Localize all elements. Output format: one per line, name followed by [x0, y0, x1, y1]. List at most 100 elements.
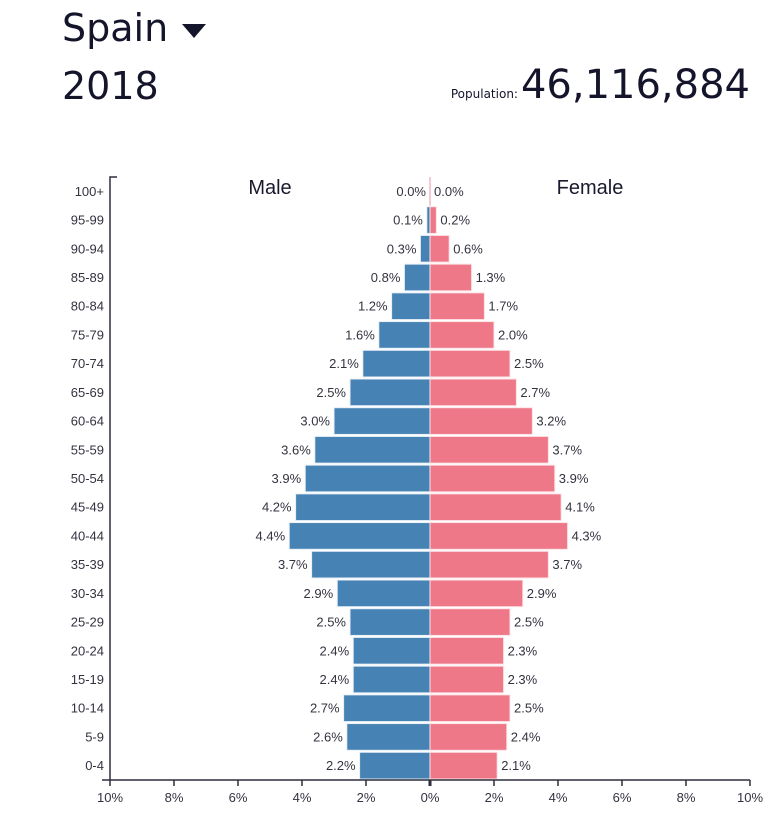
- age-group-label: 10-14: [71, 701, 104, 716]
- age-group-label: 30-34: [71, 586, 104, 601]
- female-bar-75-79: [429, 321, 495, 349]
- male-bar-10-14: [343, 694, 431, 723]
- female-value-label: 2.0%: [498, 327, 528, 342]
- female-value-label: 3.9%: [559, 471, 589, 486]
- female-value-label: 2.9%: [527, 586, 557, 601]
- population-label: Population:: [450, 87, 518, 101]
- female-value-label: 3.2%: [536, 414, 566, 429]
- male-value-label: 1.2%: [358, 299, 388, 314]
- age-group-label: 20-24: [71, 643, 104, 658]
- female-value-label: 2.4%: [511, 729, 541, 744]
- male-bar-80-84: [391, 292, 431, 321]
- age-group-label: 40-44: [71, 528, 104, 543]
- male-bar-65-69: [349, 378, 431, 407]
- female-value-label: 2.5%: [514, 701, 544, 716]
- population-value: 46,116,884: [520, 62, 750, 108]
- female-bar-95-99: [429, 206, 437, 234]
- male-bar-15-19: [352, 665, 431, 694]
- female-value-label: 1.3%: [476, 270, 506, 285]
- male-side-label: Male: [248, 177, 291, 199]
- female-value-label: 3.7%: [552, 557, 582, 572]
- male-value-label: 2.9%: [304, 586, 334, 601]
- age-group-label: 0-4: [85, 758, 104, 773]
- female-bar-10-14: [429, 694, 511, 723]
- male-value-label: 2.4%: [320, 643, 350, 658]
- female-bar-80-84: [429, 292, 485, 321]
- age-group-label: 35-39: [71, 557, 104, 572]
- male-value-label: 2.2%: [326, 758, 356, 773]
- female-value-label: 4.1%: [565, 500, 595, 515]
- x-tick-label: 8%: [165, 790, 184, 805]
- country-name: Spain: [62, 6, 169, 50]
- female-value-label: 2.3%: [508, 672, 538, 687]
- male-value-label: 4.2%: [262, 500, 292, 515]
- female-value-label: 2.5%: [514, 356, 544, 371]
- male-bar-35-39: [311, 550, 431, 579]
- female-bar-60-64: [429, 407, 533, 435]
- female-bar-15-19: [429, 665, 505, 694]
- female-value-label: 0.2%: [440, 213, 470, 228]
- x-tick-label: 4%: [293, 790, 312, 805]
- age-group-label: 50-54: [71, 471, 104, 486]
- male-bar-60-64: [333, 407, 431, 435]
- female-value-label: 0.0%: [434, 184, 464, 199]
- male-bar-75-79: [378, 321, 431, 349]
- age-group-label: 100+: [75, 184, 104, 199]
- age-group-label: 45-49: [71, 500, 104, 515]
- male-value-label: 2.5%: [316, 385, 346, 400]
- male-value-label: 1.6%: [345, 327, 375, 342]
- male-value-label: 2.7%: [310, 701, 340, 716]
- age-group-label: 75-79: [71, 327, 104, 342]
- female-value-label: 4.3%: [572, 528, 602, 543]
- age-group-label: 85-89: [71, 270, 104, 285]
- x-tick-label: 0%: [421, 790, 440, 805]
- male-value-label: 2.6%: [313, 729, 343, 744]
- male-bar-55-59: [314, 435, 431, 464]
- female-side-label: Female: [557, 177, 624, 199]
- male-value-label: 0.0%: [396, 184, 426, 199]
- male-bar-90-94: [419, 234, 431, 263]
- male-bar-25-29: [349, 608, 431, 636]
- female-bar-70-74: [429, 349, 511, 378]
- age-group-label: 95-99: [71, 213, 104, 228]
- female-value-label: 2.5%: [514, 615, 544, 630]
- x-tick-label: 4%: [549, 790, 568, 805]
- male-bar-0-4: [359, 751, 431, 780]
- male-value-label: 3.7%: [278, 557, 308, 572]
- female-value-label: 1.7%: [488, 299, 518, 314]
- x-tick-label: 2%: [357, 790, 376, 805]
- female-bar-40-44: [429, 522, 569, 550]
- age-group-label: 5-9: [85, 729, 104, 744]
- female-value-label: 3.7%: [552, 442, 582, 457]
- male-value-label: 0.3%: [387, 241, 417, 256]
- male-bar-30-34: [336, 579, 431, 608]
- female-bar-50-54: [429, 464, 556, 493]
- male-value-label: 3.9%: [272, 471, 302, 486]
- age-group-label: 80-84: [71, 299, 104, 314]
- male-value-label: 0.8%: [371, 270, 401, 285]
- female-bar-45-49: [429, 493, 562, 522]
- age-group-label: 90-94: [71, 241, 104, 256]
- female-bar-35-39: [429, 550, 549, 579]
- age-group-label: 55-59: [71, 442, 104, 457]
- male-value-label: 3.0%: [300, 414, 330, 429]
- female-bar-0-4: [429, 751, 498, 780]
- x-tick-label: 10%: [737, 790, 763, 805]
- male-value-label: 3.6%: [281, 442, 311, 457]
- male-bar-50-54: [304, 464, 431, 493]
- female-bar-30-34: [429, 579, 524, 608]
- male-bar-45-49: [295, 493, 431, 522]
- y-axis: [109, 176, 117, 780]
- age-group-label: 25-29: [71, 615, 104, 630]
- country-selector[interactable]: Spain: [62, 6, 207, 50]
- female-bar-90-94: [429, 234, 450, 263]
- year-label: 2018: [62, 64, 159, 108]
- x-tick-label: 8%: [677, 790, 696, 805]
- male-value-label: 4.4%: [256, 528, 286, 543]
- female-bar-25-29: [429, 608, 511, 636]
- female-bar-55-59: [429, 435, 549, 464]
- female-value-label: 2.3%: [508, 643, 538, 658]
- dropdown-caret-icon[interactable]: [182, 24, 207, 38]
- age-group-label: 60-64: [71, 414, 104, 429]
- male-bar-85-89: [403, 263, 431, 292]
